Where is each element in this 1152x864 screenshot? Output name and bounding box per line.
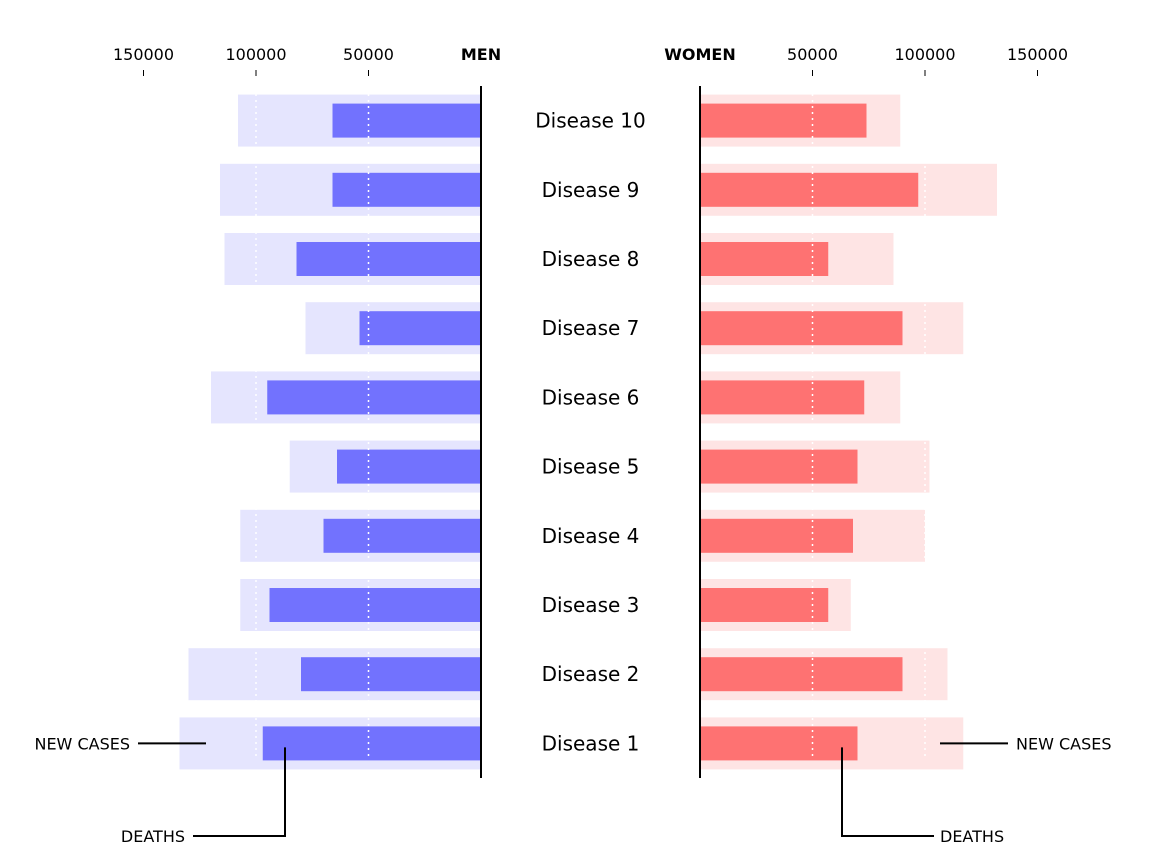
men-deaths-bar: [359, 311, 481, 346]
category-label: Disease 9: [542, 178, 640, 202]
women-deaths-bar: [700, 588, 829, 622]
women-deaths-bar: [700, 657, 903, 692]
men-deaths-bar: [323, 518, 481, 553]
men-deaths-bar: [337, 449, 481, 484]
men-tick-label: 150000: [113, 45, 174, 64]
men-deaths-bar: [332, 172, 481, 207]
men-deaths-bar: [262, 726, 481, 761]
women-deaths-bar: [700, 449, 858, 484]
category-label: Disease 6: [542, 385, 640, 409]
men-deaths-bar: [301, 657, 481, 692]
women-new-cases-annotation: NEW CASES: [1016, 734, 1112, 753]
category-label: Disease 4: [542, 524, 640, 548]
men-deaths-bar: [296, 242, 481, 276]
women-deaths-bar: [700, 518, 853, 553]
women-deaths-bar: [700, 103, 867, 138]
women-tick-label: 150000: [1007, 45, 1068, 64]
category-label: Disease 2: [542, 662, 640, 686]
category-label: Disease 1: [542, 731, 640, 755]
labels: Disease 1 Disease 2 Disease 3 Disease 4 Dise…: [34, 45, 1111, 846]
bars: [179, 94, 997, 770]
axes: [138, 70, 1038, 837]
category-label: Disease 8: [542, 247, 640, 271]
men-deaths-callout-line: [193, 747, 286, 837]
category-label: Disease 10: [535, 109, 645, 133]
women-deaths-bar: [700, 172, 919, 207]
women-header: WOMEN: [664, 45, 736, 64]
women-tick-label: 100000: [894, 45, 955, 64]
women-deaths-bar: [700, 242, 829, 276]
category-label: Disease 3: [542, 593, 640, 617]
women-deaths-callout-line: [841, 747, 934, 837]
women-tick-label: 50000: [787, 45, 838, 64]
men-tick-label: 50000: [343, 45, 394, 64]
category-label: Disease 5: [542, 455, 640, 479]
men-deaths-bar: [332, 103, 481, 138]
women-deaths-bar: [700, 380, 865, 415]
men-header: MEN: [461, 45, 501, 64]
women-deaths-annotation: DEATHS: [940, 827, 1004, 846]
men-deaths-annotation: DEATHS: [121, 827, 185, 846]
women-deaths-bar: [700, 726, 858, 761]
category-label: Disease 7: [542, 316, 640, 340]
men-tick-label: 100000: [225, 45, 286, 64]
men-deaths-bar: [267, 380, 481, 415]
men-new-cases-annotation: NEW CASES: [34, 734, 130, 753]
men-deaths-bar: [269, 588, 481, 622]
women-deaths-bar: [700, 311, 903, 346]
